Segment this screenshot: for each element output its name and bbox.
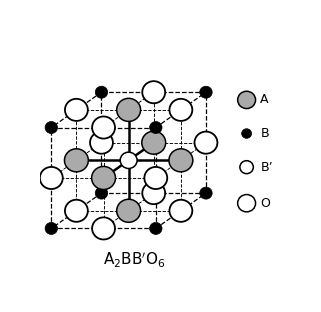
Text: A: A [260, 93, 269, 106]
Circle shape [238, 195, 256, 212]
Circle shape [144, 167, 167, 189]
Circle shape [117, 199, 141, 222]
Text: B: B [260, 127, 269, 140]
Text: O: O [260, 197, 270, 210]
Text: B’: B’ [260, 161, 273, 174]
Circle shape [200, 187, 212, 199]
Circle shape [142, 182, 165, 204]
Circle shape [90, 132, 113, 154]
Circle shape [92, 116, 115, 139]
Circle shape [142, 81, 165, 103]
Circle shape [240, 161, 253, 174]
Circle shape [169, 99, 192, 121]
Circle shape [65, 149, 88, 172]
Circle shape [142, 131, 166, 154]
Circle shape [91, 166, 116, 189]
Circle shape [169, 149, 193, 172]
Circle shape [120, 152, 137, 168]
Circle shape [200, 86, 212, 98]
Circle shape [45, 222, 57, 234]
Circle shape [195, 132, 217, 154]
Circle shape [45, 122, 57, 134]
Circle shape [150, 222, 162, 234]
Circle shape [65, 200, 88, 222]
Circle shape [117, 98, 141, 121]
Circle shape [238, 91, 256, 109]
Text: A$_2$BB$'$O$_6$: A$_2$BB$'$O$_6$ [103, 251, 166, 271]
Circle shape [95, 86, 108, 98]
Circle shape [242, 129, 252, 138]
Circle shape [65, 99, 88, 121]
Circle shape [150, 122, 162, 134]
Circle shape [40, 167, 63, 189]
Circle shape [169, 200, 192, 222]
Circle shape [95, 187, 108, 199]
Circle shape [92, 217, 115, 240]
